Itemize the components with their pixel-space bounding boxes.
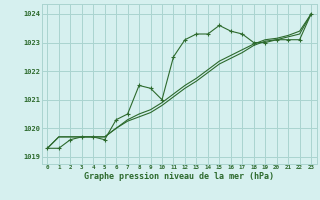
X-axis label: Graphe pression niveau de la mer (hPa): Graphe pression niveau de la mer (hPa): [84, 172, 274, 181]
